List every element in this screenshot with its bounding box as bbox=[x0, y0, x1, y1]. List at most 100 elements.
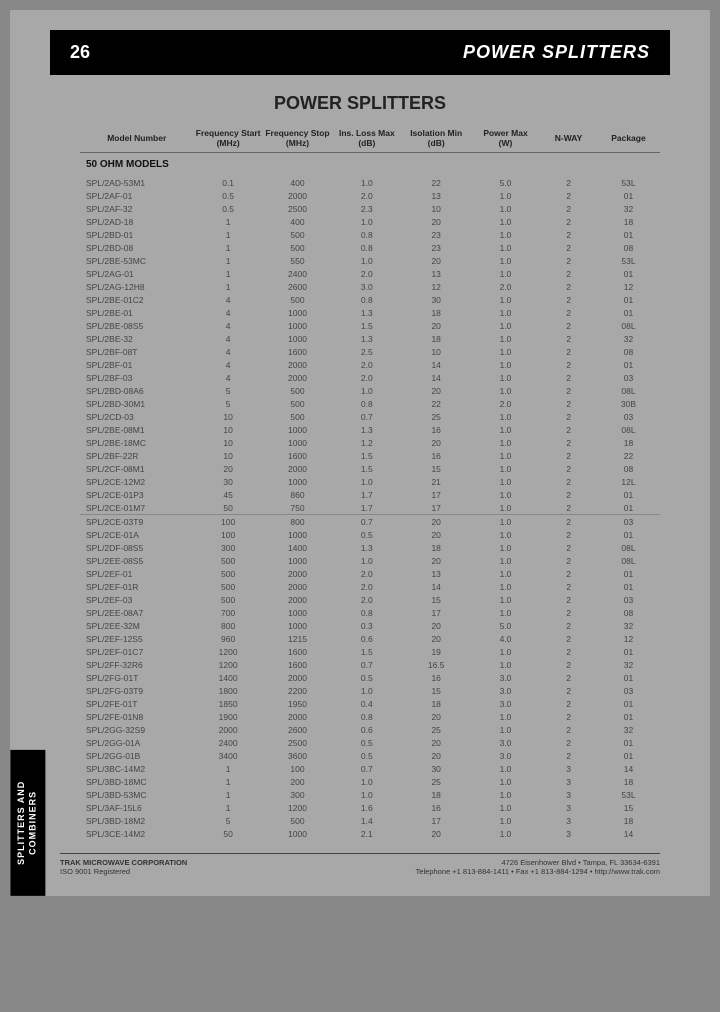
table-cell: 18 bbox=[597, 436, 660, 449]
table-cell: 1.0 bbox=[471, 711, 540, 724]
table-cell: SPL/2AD-18 bbox=[80, 215, 193, 228]
table-cell: 1600 bbox=[263, 646, 332, 659]
table-row: SPL/2CE-01M7507501.7171.0201 bbox=[80, 501, 660, 515]
table-cell: 1000 bbox=[263, 423, 332, 436]
table-cell: 500 bbox=[193, 555, 262, 568]
table-cell: 1400 bbox=[263, 542, 332, 555]
table-cell: 2.5 bbox=[332, 345, 401, 358]
table-cell: 1.0 bbox=[332, 685, 401, 698]
table-cell: 2 bbox=[540, 254, 597, 267]
table-cell: 4 bbox=[193, 358, 262, 371]
table-cell: 15 bbox=[402, 462, 471, 475]
table-cell: 15 bbox=[402, 594, 471, 607]
table-cell: 20 bbox=[402, 828, 471, 841]
table-cell: 3 bbox=[540, 776, 597, 789]
table-cell: 16 bbox=[402, 423, 471, 436]
table-cell: 5 bbox=[193, 815, 262, 828]
table-cell: 1.0 bbox=[471, 358, 540, 371]
table-cell: 1.0 bbox=[471, 228, 540, 241]
table-cell: 0.7 bbox=[332, 659, 401, 672]
table-cell: 1.0 bbox=[471, 410, 540, 423]
table-cell: 2000 bbox=[263, 581, 332, 594]
table-cell: 50 bbox=[193, 501, 262, 515]
table-cell: 1.0 bbox=[471, 501, 540, 515]
table-cell: 1.0 bbox=[332, 384, 401, 397]
table-cell: 01 bbox=[597, 711, 660, 724]
table-cell: 2 bbox=[540, 594, 597, 607]
table-cell: 2000 bbox=[263, 371, 332, 384]
table-row: SPL/2CE-12M23010001.0211.0212L bbox=[80, 475, 660, 488]
subheader: 50 OHM MODELS bbox=[80, 153, 660, 177]
table-cell: 1000 bbox=[263, 828, 332, 841]
table-cell: 30B bbox=[597, 397, 660, 410]
table-cell: 03 bbox=[597, 371, 660, 384]
table-row: SPL/2BF-01420002.0141.0201 bbox=[80, 358, 660, 371]
table-cell: 2 bbox=[540, 724, 597, 737]
table-cell: 01 bbox=[597, 568, 660, 581]
table-cell: 01 bbox=[597, 267, 660, 280]
table-cell: SPL/2BE-01 bbox=[80, 306, 193, 319]
table-cell: 960 bbox=[193, 633, 262, 646]
footer-reg: ISO 9001 Registered bbox=[60, 867, 187, 876]
table-cell: 1000 bbox=[263, 436, 332, 449]
table-cell: 01 bbox=[597, 358, 660, 371]
table-cell: 30 bbox=[402, 763, 471, 776]
table-cell: 0.5 bbox=[332, 529, 401, 542]
table-cell: SPL/3BD-18M2 bbox=[80, 815, 193, 828]
table-cell: 5 bbox=[193, 384, 262, 397]
table-cell: 1.0 bbox=[471, 202, 540, 215]
table-cell: 1.0 bbox=[471, 646, 540, 659]
table-cell: 1600 bbox=[263, 449, 332, 462]
table-cell: SPL/2AG-12H8 bbox=[80, 280, 193, 293]
table-cell: 2 bbox=[540, 436, 597, 449]
table-cell: 1000 bbox=[263, 319, 332, 332]
table-row: SPL/3BC-14M211000.7301.0314 bbox=[80, 763, 660, 776]
table-cell: 1950 bbox=[263, 698, 332, 711]
table-row: SPL/2BF-03420002.0141.0203 bbox=[80, 371, 660, 384]
table-cell: 21 bbox=[402, 475, 471, 488]
table-cell: 1.3 bbox=[332, 306, 401, 319]
table-cell: 1200 bbox=[263, 802, 332, 815]
table-cell: 5.0 bbox=[471, 620, 540, 633]
table-cell: 20 bbox=[402, 254, 471, 267]
table-cell: SPL/2AG-01 bbox=[80, 267, 193, 280]
table-cell: 2 bbox=[540, 319, 597, 332]
table-cell: 01 bbox=[597, 488, 660, 501]
table-cell: 750 bbox=[263, 501, 332, 515]
table-cell: 10 bbox=[193, 449, 262, 462]
table-cell: 1.4 bbox=[332, 815, 401, 828]
table-cell: 1 bbox=[193, 789, 262, 802]
table-cell: 1.0 bbox=[471, 293, 540, 306]
table-cell: 01 bbox=[597, 306, 660, 319]
table-cell: 2.0 bbox=[332, 267, 401, 280]
table-row: SPL/2AD-1814001.0201.0218 bbox=[80, 215, 660, 228]
table-cell: 01 bbox=[597, 698, 660, 711]
table-cell: 1.0 bbox=[471, 542, 540, 555]
table-cell: SPL/2GG-01B bbox=[80, 750, 193, 763]
table-cell: 2600 bbox=[263, 724, 332, 737]
table-cell: 1 bbox=[193, 267, 262, 280]
table-cell: 2 bbox=[540, 672, 597, 685]
column-header: Frequency Start (MHz) bbox=[193, 124, 262, 153]
table-cell: 08 bbox=[597, 241, 660, 254]
table-cell: 12 bbox=[597, 633, 660, 646]
table-row: SPL/2BE-08S5410001.5201.0208L bbox=[80, 319, 660, 332]
table-row: SPL/2BE-01C245000.8301.0201 bbox=[80, 293, 660, 306]
table-cell: SPL/2BF-22R bbox=[80, 449, 193, 462]
table-cell: 1.0 bbox=[471, 254, 540, 267]
table-cell: 1.0 bbox=[471, 423, 540, 436]
table-row: SPL/3AF-15L6112001.6161.0315 bbox=[80, 802, 660, 815]
table-cell: SPL/3BC-14M2 bbox=[80, 763, 193, 776]
table-cell: SPL/2BE-32 bbox=[80, 332, 193, 345]
table-cell: SPL/3AF-15L6 bbox=[80, 802, 193, 815]
table-cell: 01 bbox=[597, 750, 660, 763]
table-cell: SPL/2EE-08S5 bbox=[80, 555, 193, 568]
table-cell: 14 bbox=[402, 358, 471, 371]
table-cell: 16 bbox=[402, 802, 471, 815]
table-row: SPL/2FE-01N8190020000.8201.0201 bbox=[80, 711, 660, 724]
table-cell: 2 bbox=[540, 475, 597, 488]
page-footer: TRAK MICROWAVE CORPORATION ISO 9001 Regi… bbox=[60, 853, 660, 876]
table-cell: 25 bbox=[402, 410, 471, 423]
table-cell: 1.0 bbox=[332, 176, 401, 189]
table-cell: 20 bbox=[402, 319, 471, 332]
